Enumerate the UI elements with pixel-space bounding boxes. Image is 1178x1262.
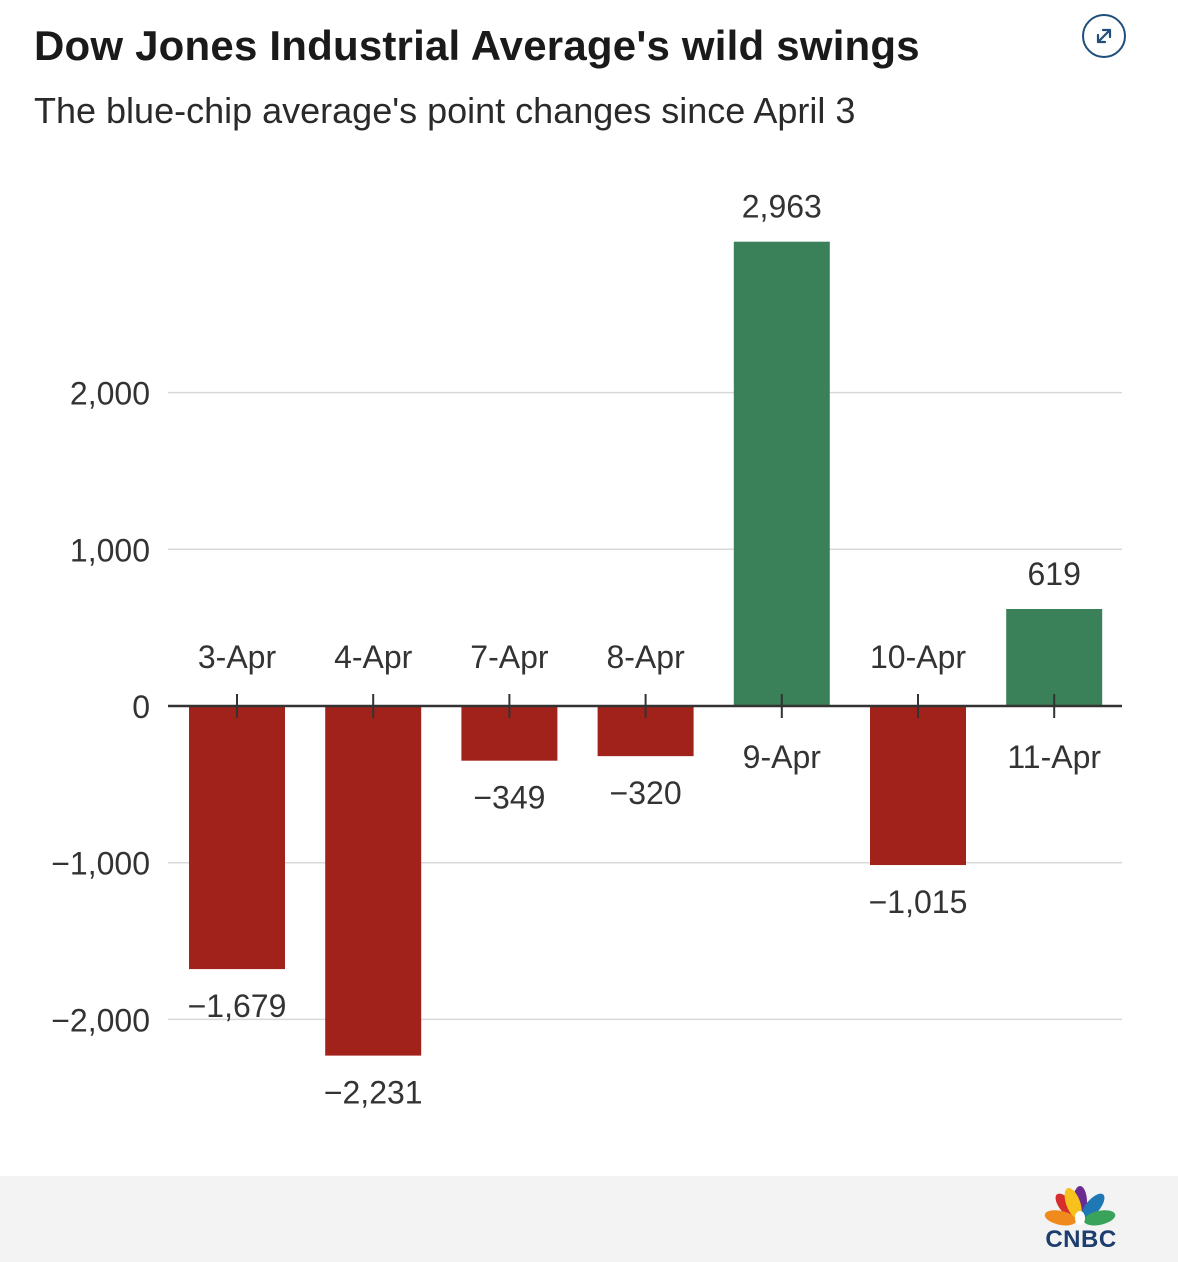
bar: [325, 706, 422, 1056]
x-tick-label: 10-Apr: [870, 639, 966, 675]
chart-subtitle: The blue-chip average's point changes si…: [34, 90, 856, 131]
data-label: 619: [1028, 556, 1081, 592]
x-tick-label: 4-Apr: [334, 639, 413, 675]
x-tick-label: 9-Apr: [743, 739, 822, 775]
data-label: −2,231: [324, 1075, 423, 1111]
bar: [870, 706, 966, 866]
cnbc-peacock-icon: [1044, 1186, 1116, 1226]
x-tick-label: 11-Apr: [1007, 739, 1101, 775]
bar-chart: −2,000 −1,000 0 1,000 2,000 −1,679 3-Apr −2,231…: [51, 189, 1122, 1111]
expand-button[interactable]: [1082, 14, 1126, 58]
y-tick-label: 0: [132, 689, 150, 725]
data-label: −1,015: [869, 884, 968, 920]
x-tick-label: 7-Apr: [470, 639, 549, 675]
x-tick-label: 3-Apr: [198, 639, 277, 675]
footer-band: [0, 1176, 1178, 1262]
data-label: −349: [473, 780, 545, 816]
bar: [733, 241, 830, 706]
cnbc-logo-text: CNBC: [1045, 1226, 1117, 1253]
bar: [189, 706, 285, 970]
chart-title: Dow Jones Industrial Average's wild swin…: [34, 22, 920, 69]
y-tick-label: −1,000: [51, 846, 150, 882]
y-tick-label: 2,000: [70, 376, 150, 412]
y-tick-label: 1,000: [70, 532, 150, 568]
y-tick-label: −2,000: [51, 1002, 150, 1038]
x-tick-label: 8-Apr: [606, 639, 685, 675]
bar: [1006, 609, 1103, 706]
data-label: −320: [610, 775, 682, 811]
data-label: 2,963: [742, 189, 822, 225]
expand-arrows-icon: [1096, 28, 1112, 44]
data-label: −1,679: [188, 988, 287, 1024]
